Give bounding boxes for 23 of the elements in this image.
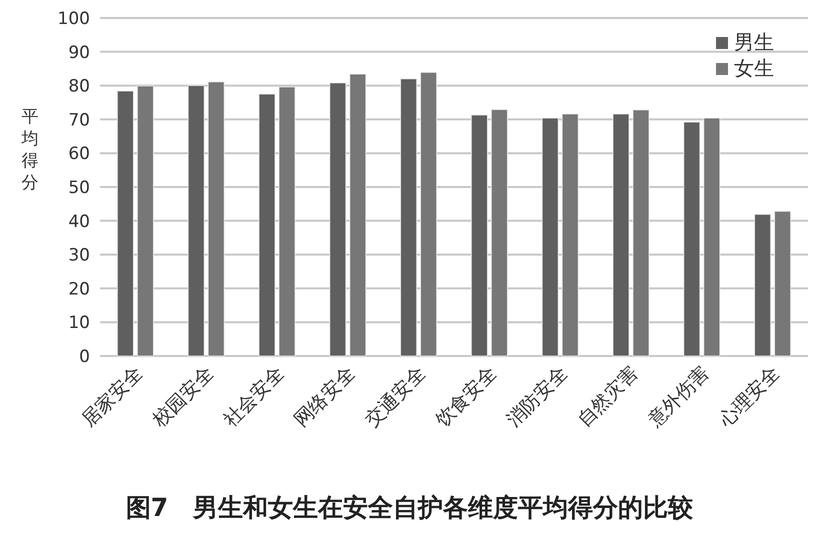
x-tick-label: 校园安全 — [148, 362, 218, 432]
x-tick-label: 自然灾害 — [573, 362, 643, 432]
y-tick-label: 20 — [68, 279, 90, 300]
x-tick-label: 社会安全 — [219, 362, 289, 432]
x-tick-label: 饮食安全 — [430, 362, 501, 432]
y-tick-label: 60 — [68, 144, 90, 164]
y-tick-label: 40 — [68, 212, 90, 232]
y-tick-label: 50 — [68, 178, 90, 198]
y-tick-label: 30 — [68, 246, 90, 266]
x-tick-label: 消防安全 — [502, 362, 572, 432]
text: 图7 男生和女生在安全自护各维度平均得分的比较 — [126, 493, 694, 522]
y-tick-label: 10 — [68, 313, 90, 334]
x-tick-label: 网络安全 — [290, 362, 360, 432]
x-tick-label: 交通安全 — [360, 362, 430, 432]
x-tick-label: 心理安全 — [714, 362, 784, 432]
y-tick-label: 70 — [68, 110, 90, 130]
y-axis-title: 平均得分 — [20, 107, 38, 193]
legend-label: 男生 — [734, 30, 774, 54]
y-tick-label: 80 — [68, 76, 90, 97]
legend-label: 女生 — [734, 56, 774, 80]
y-tick-label: 100 — [58, 9, 90, 29]
y-tick-label: 90 — [68, 42, 90, 63]
x-tick-label: 意外伤害 — [643, 362, 714, 432]
